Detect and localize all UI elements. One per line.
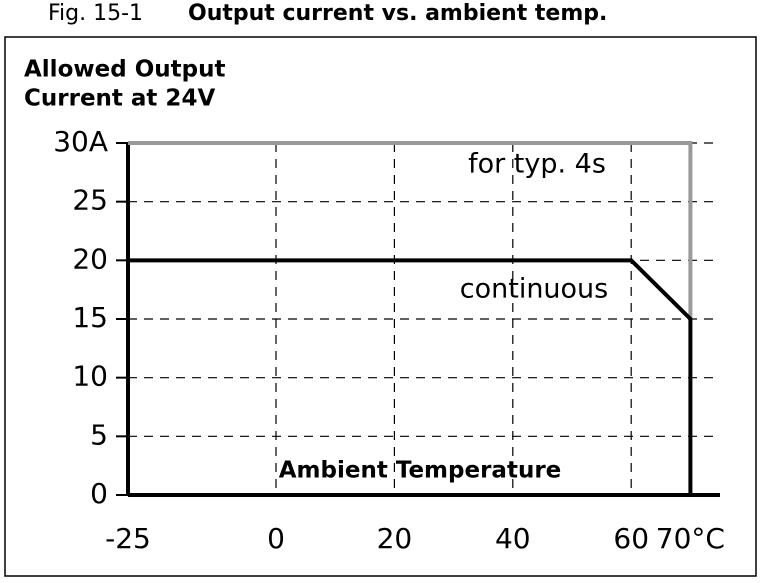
x-tick-label: 70°C [656,522,725,555]
y-tick-label: 15 [72,301,108,334]
x-tick-label: -25 [105,522,151,555]
y-axis-label: Current at 24V [24,86,215,112]
x-axis-label: Ambient Temperature [279,458,562,484]
line-series [128,258,693,495]
y-axis-label: Allowed Output [24,57,225,83]
y-tick-label: 10 [72,360,108,393]
x-tick-label: 60 [613,522,649,555]
y-tick-label: 5 [90,418,108,451]
figure-number: Fig. 15-1 [48,1,143,26]
chart-title: Output current vs. ambient temp. [188,1,607,26]
series-annotation: for typ. 4s [468,149,606,180]
y-tick-label: 20 [72,242,108,275]
frame [4,36,757,577]
x-tick-label: 20 [377,522,413,555]
y-tick-label: 0 [90,477,108,510]
y-tick-label: 30A [53,125,108,158]
y-tick-label: 25 [72,184,108,217]
x-tick-label: 0 [267,522,285,555]
line-series [128,141,693,319]
series-annotation: continuous [460,274,609,305]
x-tick-label: 40 [495,522,531,555]
